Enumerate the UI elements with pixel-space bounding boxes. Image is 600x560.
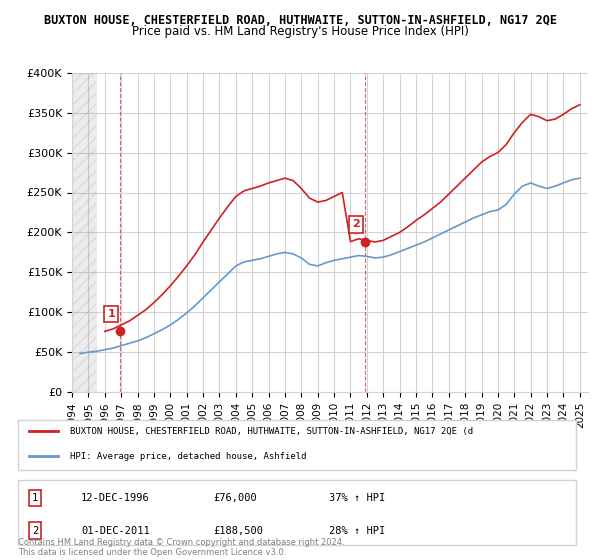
Text: BUXTON HOUSE, CHESTERFIELD ROAD, HUTHWAITE, SUTTON-IN-ASHFIELD, NG17 2QE: BUXTON HOUSE, CHESTERFIELD ROAD, HUTHWAI… [44,14,557,27]
Text: Contains HM Land Registry data © Crown copyright and database right 2024.
This d: Contains HM Land Registry data © Crown c… [18,538,344,557]
Bar [72,73,97,392]
FancyBboxPatch shape [18,479,577,545]
Text: 2: 2 [32,526,38,535]
Text: £76,000: £76,000 [214,493,257,503]
Text: BUXTON HOUSE, CHESTERFIELD ROAD, HUTHWAITE, SUTTON-IN-ASHFIELD, NG17 2QE (d: BUXTON HOUSE, CHESTERFIELD ROAD, HUTHWAI… [70,427,473,436]
Text: 2: 2 [352,219,360,229]
Text: 28% ↑ HPI: 28% ↑ HPI [329,526,385,535]
Text: 1: 1 [32,493,38,503]
Text: 1: 1 [107,309,115,319]
Text: 12-DEC-1996: 12-DEC-1996 [81,493,150,503]
Text: 01-DEC-2011: 01-DEC-2011 [81,526,150,535]
Text: Price paid vs. HM Land Registry's House Price Index (HPI): Price paid vs. HM Land Registry's House … [131,25,469,38]
Text: £188,500: £188,500 [214,526,263,535]
FancyBboxPatch shape [18,420,577,470]
Text: 37% ↑ HPI: 37% ↑ HPI [329,493,385,503]
Text: HPI: Average price, detached house, Ashfield: HPI: Average price, detached house, Ashf… [70,452,306,461]
